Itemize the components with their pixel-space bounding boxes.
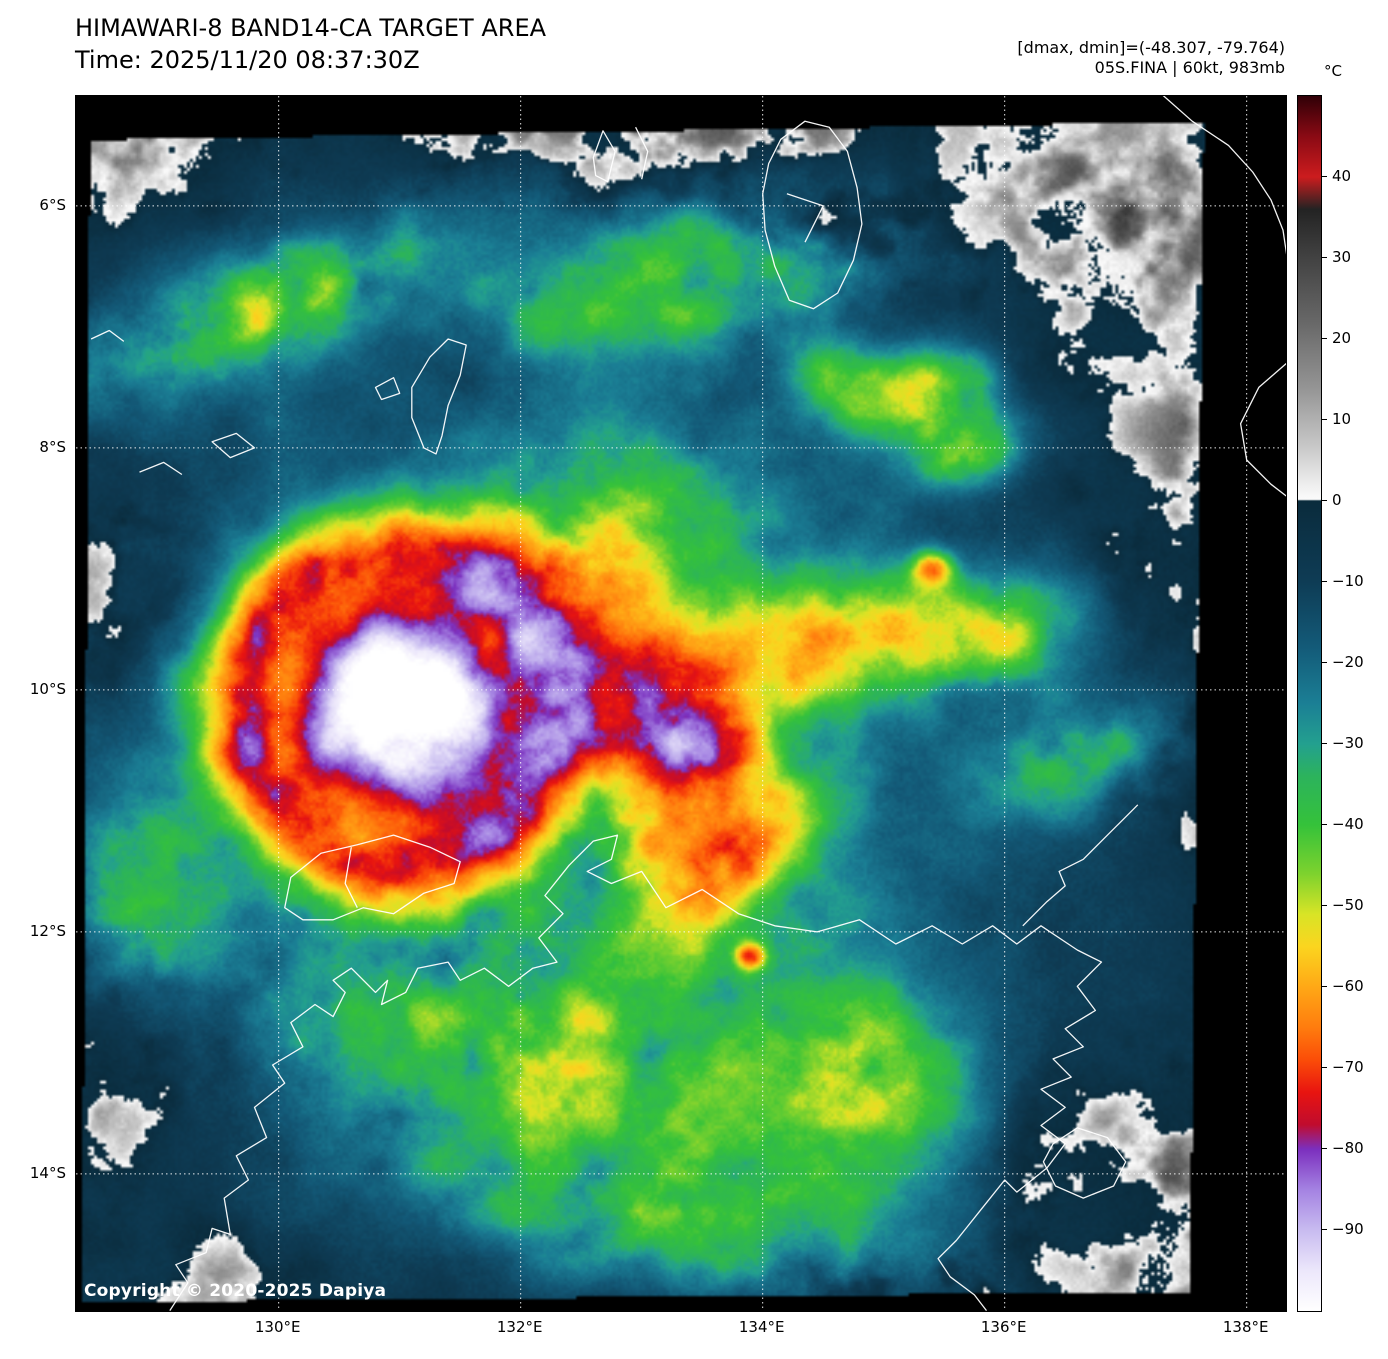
coastline <box>635 126 649 180</box>
coastline <box>786 193 824 243</box>
coastline <box>211 432 256 459</box>
lat-tick-label: 12°S <box>29 921 66 940</box>
coastline <box>1162 96 1286 255</box>
colorbar-tick-label: 10 <box>1332 410 1352 428</box>
colorbar-tick-label: 0 <box>1332 491 1342 509</box>
copyright-notice: Copyright © 2020-2025 Dapiya <box>84 1281 387 1301</box>
colorbar-tick-mark <box>1322 500 1327 501</box>
colorbar <box>1297 95 1322 1312</box>
satellite-ir-image <box>76 96 1286 1311</box>
colorbar-tick-label: −30 <box>1332 734 1364 752</box>
colorbar-tick-mark <box>1322 986 1327 987</box>
coastline <box>411 338 467 455</box>
lon-tick-label: 136°E <box>980 1318 1027 1336</box>
dvorak-range-annotation: [dmax, dmin]=(-48.307, -79.764) <box>1017 38 1285 57</box>
colorbar-tick-label: −70 <box>1332 1058 1364 1076</box>
coastline <box>1022 804 1139 927</box>
colorbar-tick-label: 40 <box>1332 167 1352 185</box>
coastline <box>284 834 461 921</box>
page-title: HIMAWARI-8 BAND14-CA TARGET AREA <box>75 14 547 42</box>
colorbar-tick-label: −60 <box>1332 977 1364 995</box>
colorbar-tick-label: −20 <box>1332 653 1364 671</box>
coastline <box>1042 1127 1127 1199</box>
lon-tick-label: 132°E <box>496 1318 543 1336</box>
lat-tick-label: 6°S <box>39 195 66 214</box>
colorbar-tick-mark <box>1322 662 1327 663</box>
coastline <box>90 329 125 342</box>
lon-tick-label: 134°E <box>738 1318 785 1336</box>
coastline <box>139 461 183 476</box>
colorbar-tick-mark <box>1322 1148 1327 1149</box>
colorbar-tick-label: 30 <box>1332 248 1352 266</box>
coastline <box>762 120 863 310</box>
storm-info-annotation: 05S.FINA | 60kt, 983mb <box>1094 58 1285 77</box>
colorbar-tick-mark <box>1322 1229 1327 1230</box>
colorbar-tick-mark <box>1322 1067 1327 1068</box>
coastline <box>374 377 401 401</box>
lat-tick-label: 10°S <box>29 679 66 698</box>
lon-tick-label: 138°E <box>1222 1318 1269 1336</box>
colorbar-tick-mark <box>1322 419 1327 420</box>
map-overlay <box>76 96 1286 1311</box>
colorbar-tick-mark <box>1322 338 1327 339</box>
colorbar-tick-label: −80 <box>1332 1139 1364 1157</box>
colorbar-tick-label: −40 <box>1332 815 1364 833</box>
colorbar-gradient <box>1298 96 1321 1311</box>
colorbar-tick-mark <box>1322 257 1327 258</box>
colorbar-units-label: °C <box>1324 62 1342 80</box>
colorbar-tick-label: 20 <box>1332 329 1352 347</box>
colorbar-tick-mark <box>1322 905 1327 906</box>
lon-tick-label: 130°E <box>254 1318 301 1336</box>
colorbar-tick-mark <box>1322 743 1327 744</box>
colorbar-tick-mark <box>1322 176 1327 177</box>
colorbar-tick-label: −90 <box>1332 1220 1364 1238</box>
colorbar-tick-mark <box>1322 824 1327 825</box>
coastline <box>592 130 616 183</box>
coastline <box>1239 362 1286 497</box>
satellite-map-plot: Copyright © 2020-2025 Dapiya <box>75 95 1287 1312</box>
coastline <box>169 834 1103 1311</box>
coastline <box>344 847 358 908</box>
lat-tick-label: 8°S <box>39 437 66 456</box>
colorbar-tick-mark <box>1322 581 1327 582</box>
lat-tick-label: 14°S <box>29 1163 66 1182</box>
timestamp: Time: 2025/11/20 08:37:30Z <box>75 46 420 74</box>
colorbar-tick-label: −50 <box>1332 896 1364 914</box>
colorbar-tick-label: −10 <box>1332 572 1364 590</box>
